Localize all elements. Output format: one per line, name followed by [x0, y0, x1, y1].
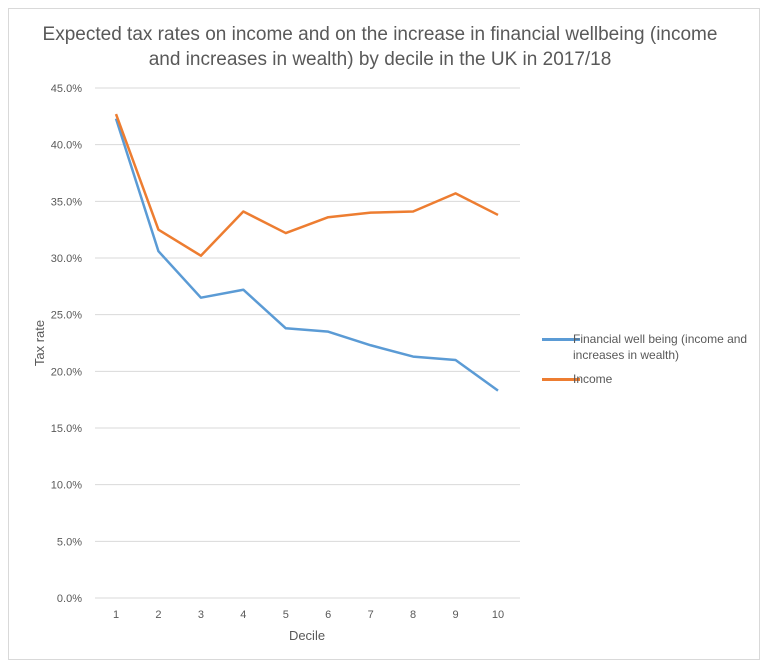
y-axis-label: Tax rate [32, 320, 47, 366]
x-tick-label: 9 [452, 609, 458, 621]
y-tick-label: 15.0% [51, 423, 82, 435]
legend-label-income: Income [573, 372, 613, 386]
y-tick-label: 30.0% [51, 253, 82, 265]
x-axis-label: Decile [289, 628, 325, 643]
y-tick-label: 5.0% [57, 536, 82, 548]
chart-title: Expected tax rates on income and on the … [42, 24, 718, 70]
y-tick-label: 0.0% [57, 593, 82, 605]
y-tick-label: 40.0% [51, 140, 82, 152]
legend-swatch-income [542, 378, 580, 381]
x-tick-label: 7 [368, 609, 374, 621]
x-tick-label: 1 [113, 609, 119, 621]
y-tick-label: 35.0% [51, 196, 82, 208]
series-line-income [114, 113, 499, 257]
x-tick-label: 6 [325, 609, 331, 621]
legend-label-financial: Financial well being (income and increas… [573, 332, 748, 362]
x-tick-label: 3 [198, 609, 204, 621]
y-tick-label: 20.0% [51, 366, 82, 378]
x-tick-label: 5 [283, 609, 289, 621]
x-tick-label: 2 [155, 609, 161, 621]
y-tick-label: 25.0% [51, 310, 82, 322]
x-tick-label: 8 [410, 609, 416, 621]
x-tick-label: 4 [240, 609, 246, 621]
x-tick-label: 10 [492, 609, 504, 621]
chart-frame [8, 8, 760, 660]
y-tick-label: 45.0% [51, 83, 82, 95]
y-tick-label: 10.0% [51, 480, 82, 492]
legend-swatch-financial [542, 338, 580, 341]
series-line-financial [114, 118, 499, 392]
